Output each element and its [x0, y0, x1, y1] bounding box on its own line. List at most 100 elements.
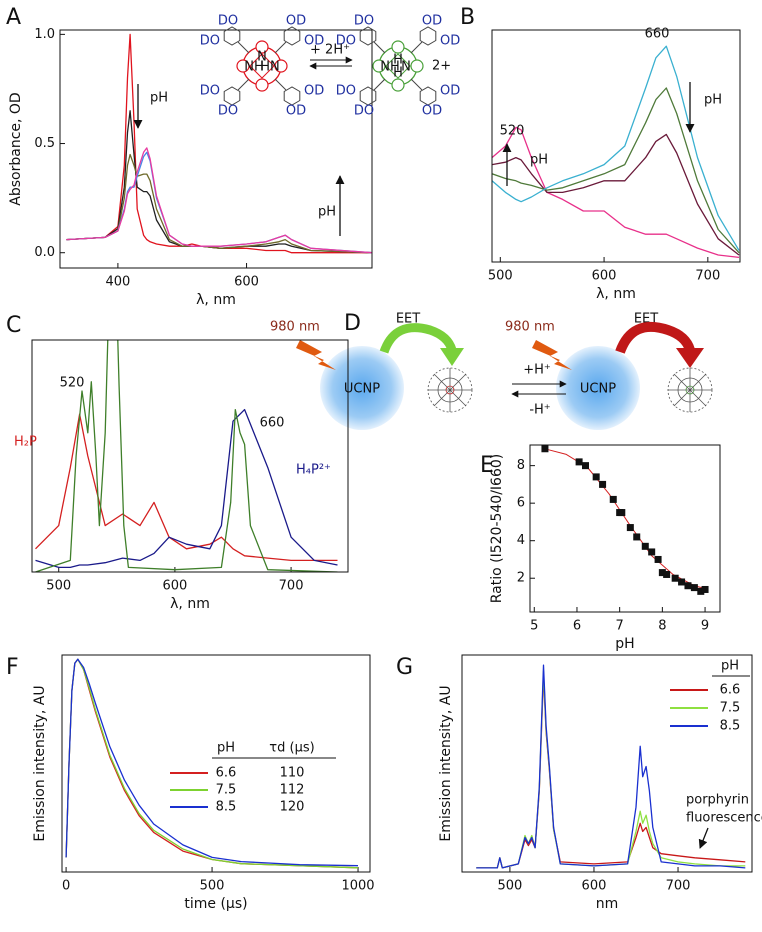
substituent: DO: [218, 104, 238, 119]
x-axis-label: time (μs): [184, 896, 247, 912]
point: [658, 569, 666, 577]
substituent: DO: [200, 84, 220, 99]
x-axis-label: pH: [615, 636, 634, 652]
laser-label: 980 nm: [270, 320, 320, 335]
pyrrole: [255, 40, 269, 54]
annotation: 660: [645, 27, 670, 42]
ucnp-particle: [320, 346, 404, 430]
phenyl: [419, 86, 437, 106]
atom: HN: [260, 60, 280, 75]
y-tick-label: 4: [517, 533, 525, 548]
x-axis-label: λ, nm: [170, 596, 210, 612]
series-line: [476, 674, 746, 869]
annotation: porphyrin: [686, 793, 749, 808]
pyrrole: [391, 40, 405, 54]
laser-label: 980 nm: [505, 320, 555, 335]
point: [701, 585, 709, 593]
bond: [373, 41, 386, 54]
panel: B 500 600 700 λ, nm 520 660 pH pH: [460, 5, 741, 302]
eet-arrow: [615, 321, 695, 354]
porphyrin-core: [249, 53, 275, 79]
point: [671, 574, 679, 582]
series-line: [35, 340, 338, 572]
annotation: pH: [318, 205, 336, 220]
series-line: [492, 87, 740, 254]
series-line: [66, 153, 372, 254]
panel: G 500 600 700 nm Emission intensity, AU porphy…: [396, 654, 762, 912]
point: [678, 578, 686, 586]
legend-label: 7.5: [216, 783, 237, 798]
x-tick-label: 600: [162, 579, 187, 594]
series-line: [65, 658, 359, 869]
point: [599, 480, 607, 488]
diagram-d: D UCNP UCNP 980 nm 980 nm EET EET +H⁺ -H…: [270, 311, 713, 430]
dendrimer: [667, 367, 713, 413]
plot-frame: [491, 29, 741, 263]
y-tick-label: 0.5: [34, 136, 55, 151]
plot-frame: [61, 654, 371, 873]
substituent: DO: [336, 84, 356, 99]
y-axis-label: Emission intensity, AU: [438, 685, 454, 841]
dendrimer: [427, 367, 473, 413]
x-tick-label: 700: [695, 269, 720, 284]
point: [626, 524, 634, 532]
x-tick-label: 600: [592, 269, 617, 284]
y-axis-label: Ratio (I520-540/I660): [489, 454, 505, 604]
annotation: fluorescence: [686, 811, 762, 826]
legend-title: τd (μs): [269, 741, 314, 756]
substituent: OD: [422, 14, 442, 29]
reverse-label: -H⁺: [529, 403, 550, 418]
legend-title: pH: [721, 659, 739, 674]
point: [633, 533, 641, 541]
eet-arrow: [379, 323, 457, 354]
substituent: DO: [218, 14, 238, 29]
y-tick-label: 8: [517, 458, 525, 473]
point: [697, 587, 705, 595]
annotation: pH: [530, 153, 548, 168]
annotation: 520: [500, 124, 525, 139]
series-line: [66, 110, 372, 254]
annotation: 660: [260, 416, 285, 431]
substituent: DO: [200, 34, 220, 49]
phenyl: [359, 26, 377, 46]
annotation: pH: [704, 93, 722, 108]
x-tick-label: 500: [200, 879, 225, 894]
bond: [237, 41, 250, 54]
panel: C 500 600 700 λ, nm 520 660 H₂P H₄P²⁺: [6, 313, 349, 612]
panel: A 400 600 0.0 0.5 1.0 λ, nm Absorbance, OD pH pH D…: [6, 5, 460, 308]
atom: N: [257, 50, 267, 65]
eet-label: EET: [396, 312, 420, 327]
atom: H: [393, 66, 403, 81]
legend-value: 110: [280, 766, 305, 781]
panel-letter: E: [480, 453, 494, 478]
pyrrole: [391, 78, 405, 92]
point: [663, 570, 671, 578]
pyrrole: [236, 59, 250, 73]
phenyl: [419, 26, 437, 46]
legend-title: pH: [217, 741, 235, 756]
laser-bolt: [532, 340, 572, 370]
series-label: H₄P²⁺: [296, 463, 331, 478]
y-tick-label: 6: [517, 496, 525, 511]
series-line: [66, 151, 372, 254]
y-tick-label: 1.0: [34, 27, 55, 42]
pyrrole: [410, 59, 424, 73]
substituent: DO: [354, 104, 374, 119]
x-tick-label: 0: [62, 879, 70, 894]
x-tick-label: 600: [582, 879, 607, 894]
panel-letter: A: [6, 5, 21, 30]
bond: [274, 41, 287, 54]
bond: [410, 78, 423, 91]
annotation: pH: [150, 91, 168, 106]
y-axis-label: Absorbance, OD: [8, 92, 24, 205]
panel-letter: B: [460, 5, 475, 30]
x-tick-label: 500: [488, 269, 513, 284]
phenyl: [223, 26, 241, 46]
substituent: OD: [304, 34, 324, 49]
substituent: DO: [354, 14, 374, 29]
ucnp-label: UCNP: [580, 382, 616, 397]
eet-arrowhead: [676, 348, 704, 368]
